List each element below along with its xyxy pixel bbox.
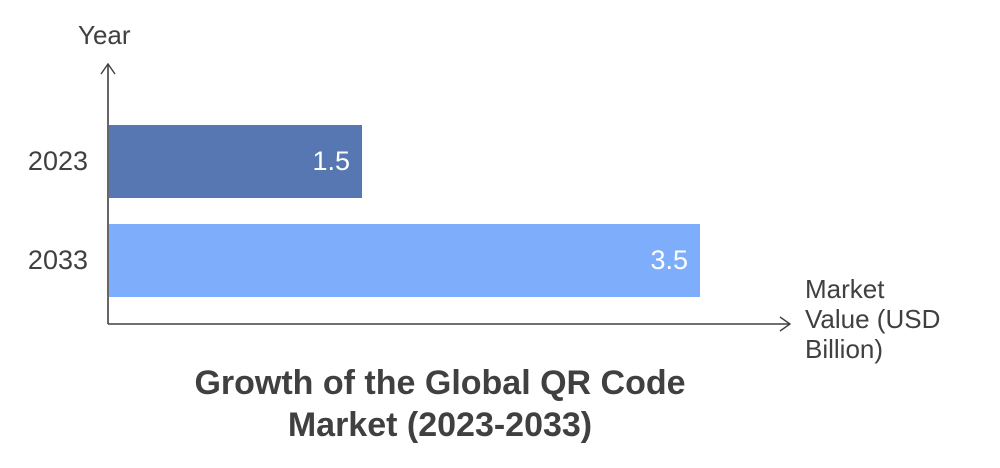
category-label-2033: 2033 <box>27 245 88 275</box>
chart-title-line: Growth of the Global QR Code <box>194 364 686 402</box>
y-axis <box>100 62 116 324</box>
chart-title: Growth of the Global QR Code Market (202… <box>0 362 880 446</box>
bar-value-label: 1.5 <box>312 146 350 176</box>
bar-2033: 3.5 <box>109 224 700 297</box>
x-axis-title-line: Billion) <box>805 334 884 364</box>
x-axis-arrow-icon <box>779 316 792 332</box>
x-axis-title-line: Value (USD <box>805 304 941 334</box>
y-axis-arrow-icon <box>100 62 116 75</box>
bar-2023: 1.5 <box>109 125 362 198</box>
bar-value-label: 3.5 <box>650 245 688 275</box>
category-label-2023: 2023 <box>27 146 88 176</box>
chart-title-line: Market (2023-2033) <box>287 406 593 444</box>
x-axis-title-line: Market <box>805 274 885 304</box>
y-axis-title: Year <box>78 20 131 50</box>
x-axis <box>108 316 792 332</box>
x-axis-title: Market Value (USD Billion) <box>805 274 995 364</box>
